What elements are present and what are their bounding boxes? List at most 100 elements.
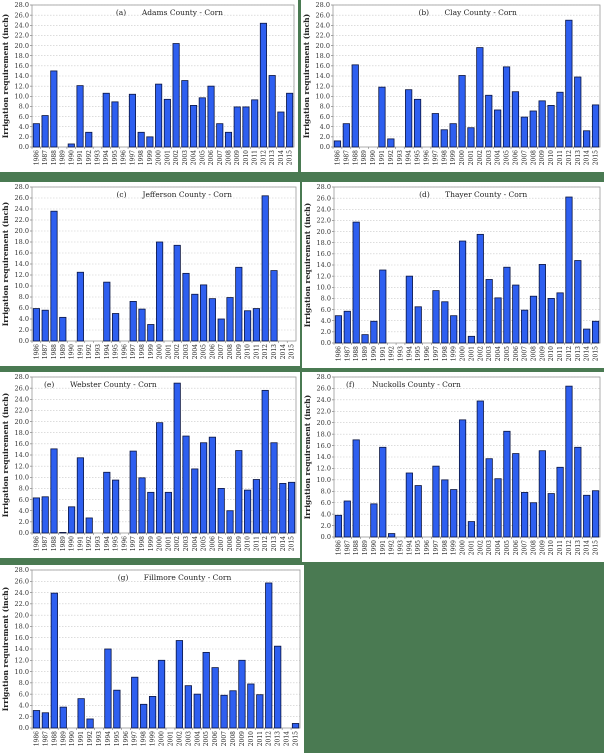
bar-1994 <box>405 89 413 148</box>
y-tick-label: 26.0 <box>15 577 29 585</box>
y-tick-label: 14.0 <box>15 645 29 653</box>
bar-2002 <box>476 233 484 344</box>
y-tick-label: 6.0 <box>19 690 29 698</box>
y-tick-label: 26.0 <box>317 194 331 202</box>
x-tick-label: 2003 <box>486 540 493 555</box>
y-tick-label: 0.0 <box>321 339 331 347</box>
x-tick-label: 2015 <box>287 150 294 165</box>
x-tick-label: 1986 <box>33 731 40 746</box>
y-tick-label: 12.0 <box>316 82 330 90</box>
bar-2007 <box>220 694 228 729</box>
bar-2015 <box>591 490 600 538</box>
y-tick-label: 24.0 <box>316 21 330 29</box>
bar-2003 <box>182 435 190 534</box>
x-tick-label: 1993 <box>397 150 404 165</box>
bar-2015 <box>286 92 294 148</box>
x-tick-label: 1996 <box>424 540 431 555</box>
x-tick-label: 1996 <box>121 344 128 359</box>
x-tick-label: 1987 <box>344 346 351 361</box>
bar-1992 <box>86 718 94 729</box>
bar-1994 <box>102 92 110 148</box>
x-tick-label: 2002 <box>174 536 181 551</box>
bar-1987 <box>41 115 49 148</box>
y-tick-label: 16.0 <box>15 249 29 257</box>
y-tick-label: 4.0 <box>19 507 29 515</box>
x-tick-label: 2010 <box>245 536 252 551</box>
x-tick-label: 1996 <box>423 150 430 165</box>
y-tick-label: 26.0 <box>316 11 330 19</box>
bar-1998 <box>440 129 448 148</box>
bar-2004 <box>190 105 198 148</box>
y-tick-label: 26.0 <box>15 11 29 19</box>
bar-2013 <box>268 75 276 148</box>
x-tick-label: 1989 <box>362 346 369 361</box>
x-tick-label: 1995 <box>415 346 422 361</box>
y-tick-label: 12.0 <box>317 465 331 473</box>
bar-2002 <box>173 382 181 534</box>
bar-2001 <box>467 127 475 148</box>
bar-2009 <box>235 266 243 342</box>
x-tick-label: 1992 <box>86 344 93 359</box>
y-tick-label: 18.0 <box>317 430 331 438</box>
bar-1997 <box>129 450 137 534</box>
y-tick-label: 20.0 <box>317 419 331 427</box>
bar-2006 <box>512 453 520 538</box>
bar-2008 <box>529 110 537 148</box>
x-tick-label: 2000 <box>156 150 163 165</box>
bar-1992 <box>387 138 395 148</box>
x-tick-label: 1997 <box>432 150 439 165</box>
x-tick-label: 2007 <box>218 536 225 551</box>
x-tick-label: 2000 <box>159 731 166 746</box>
x-tick-label: 2014 <box>584 150 591 165</box>
chart-panel-g: 0.0 2.0 4.0 6.0 8.0 10.0 12.0 14.0 16.0 18.0 20.0 2… <box>0 565 304 753</box>
bar-1994 <box>104 648 112 729</box>
bar-2007 <box>520 116 528 148</box>
bar-2012 <box>565 19 573 148</box>
bar-2003 <box>485 458 493 538</box>
bar-1987 <box>343 310 351 344</box>
x-tick-label: 1994 <box>104 344 111 359</box>
x-tick-label: 2014 <box>278 150 285 165</box>
x-tick-label: 1998 <box>139 344 146 359</box>
y-tick-label: 12.0 <box>15 656 29 664</box>
bar-1999 <box>146 136 154 148</box>
bar-2003 <box>485 279 493 344</box>
bar-1998 <box>140 703 148 729</box>
y-tick-label: 4.0 <box>321 510 331 518</box>
bar-2005 <box>200 284 208 342</box>
x-tick-label: 2005 <box>203 731 210 746</box>
y-tick-label: 14.0 <box>15 72 29 80</box>
y-tick-label: 28.0 <box>316 1 330 9</box>
x-tick-label: 2006 <box>513 540 520 555</box>
x-tick-label: 1989 <box>60 344 67 359</box>
y-tick-label: 10.0 <box>15 473 29 481</box>
bar-2009 <box>538 264 546 344</box>
bar-1995 <box>113 689 121 729</box>
bar-1988 <box>50 448 58 534</box>
x-tick-label: 2011 <box>257 731 264 746</box>
x-tick-label: 1987 <box>42 731 49 746</box>
bar-2011 <box>556 292 564 344</box>
x-tick-label: 2012 <box>566 540 573 555</box>
x-tick-label: 1988 <box>51 150 58 165</box>
bar-1999 <box>450 489 458 538</box>
x-tick-label: 2003 <box>182 150 189 165</box>
x-tick-label: 2005 <box>504 150 511 165</box>
x-tick-label: 2001 <box>165 536 172 551</box>
x-tick-label: 2015 <box>289 536 296 551</box>
x-tick-label: 1989 <box>60 536 67 551</box>
x-tick-label: 2003 <box>486 346 493 361</box>
x-tick-label: 1995 <box>112 150 119 165</box>
y-tick-label: 26.0 <box>317 385 331 393</box>
bar-1999 <box>147 324 155 342</box>
bar-1997 <box>432 465 440 538</box>
bar-2001 <box>164 491 172 534</box>
y-tick-label: 28.0 <box>15 566 29 574</box>
x-tick-label: 2004 <box>495 150 502 165</box>
x-tick-label: 2007 <box>522 540 529 555</box>
y-tick-label: 20.0 <box>15 42 29 50</box>
y-tick-label: 4.0 <box>19 315 29 323</box>
x-tick-label: 2010 <box>248 731 255 746</box>
bar-2004 <box>494 109 502 148</box>
bar-1997 <box>432 290 440 344</box>
